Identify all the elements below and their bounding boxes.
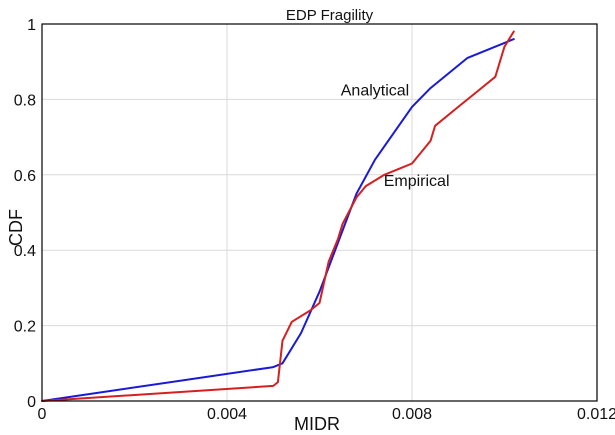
annotations: Analytical Empirical [341, 83, 450, 190]
plot-frame [41, 23, 598, 402]
y-tick-label: 0.6 [14, 168, 36, 185]
annotation-empirical: Empirical [384, 173, 450, 190]
annotation-analytical: Analytical [341, 83, 409, 100]
x-tick-label: 0 [38, 406, 47, 423]
x-axis-label: MIDR [294, 414, 340, 434]
chart-title: EDP Fragility [286, 7, 374, 24]
y-axis-label: CDF [6, 209, 26, 246]
y-tick-label: 0.4 [14, 243, 36, 260]
y-tick-label: 1 [27, 17, 36, 34]
series-layer [41, 30, 515, 402]
y-tick-label: 0 [27, 394, 36, 411]
y-tick-labels: 0 0.2 0.4 0.6 0.8 1 [14, 17, 36, 411]
series-line-empirical [41, 30, 515, 402]
x-tick-label: 0.012 [577, 406, 615, 423]
x-tick-label: 0.004 [207, 406, 247, 423]
y-tick-label: 0.8 [14, 92, 36, 109]
x-tick-labels: 0 0.004 0.008 0.012 [38, 406, 615, 423]
series-line-analytical [41, 38, 515, 402]
x-tick-label: 0.008 [392, 406, 432, 423]
y-tick-label: 0.2 [14, 319, 36, 336]
grid-lines [42, 24, 597, 401]
